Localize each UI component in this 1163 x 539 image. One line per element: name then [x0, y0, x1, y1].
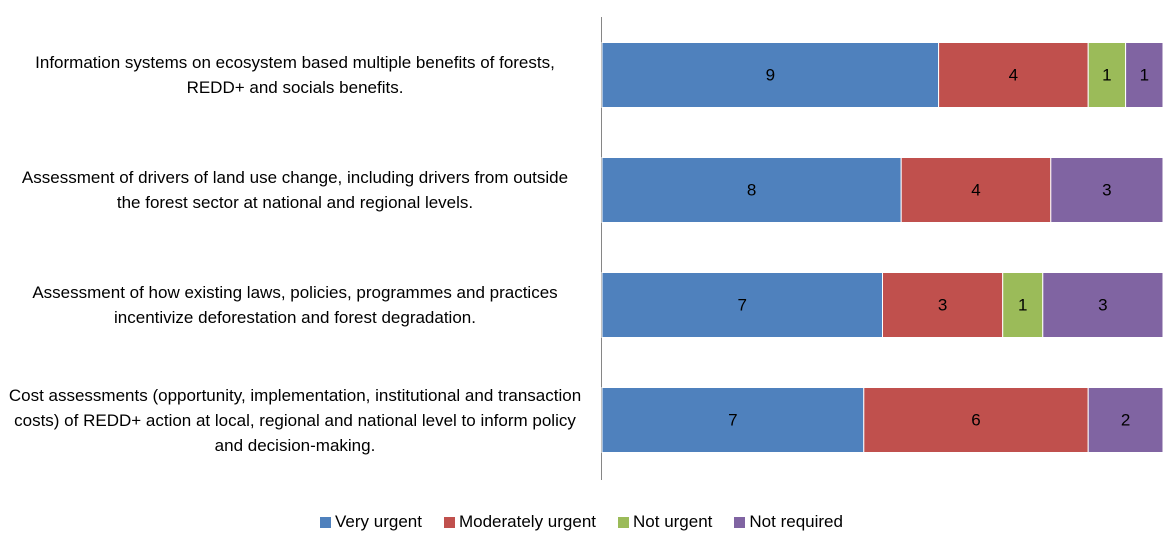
legend: Very urgent Moderately urgent Not urgent No…	[0, 512, 1163, 532]
data-label: 1	[1018, 295, 1027, 314]
data-label: 7	[728, 410, 737, 429]
bar-segment	[938, 42, 1089, 108]
data-label: 6	[971, 410, 980, 429]
legend-item: Not required	[734, 512, 843, 532]
legend-item: Very urgent	[320, 512, 422, 532]
data-label: 1	[1140, 65, 1149, 84]
bar-segment	[1087, 387, 1163, 453]
bar-segment	[601, 157, 902, 223]
legend-item: Not urgent	[618, 512, 712, 532]
bar-segment	[863, 387, 1089, 453]
legend-swatch	[734, 516, 746, 528]
data-label: 3	[1098, 295, 1107, 314]
legend-label: Very urgent	[335, 512, 422, 531]
bar-segment	[1042, 272, 1163, 338]
data-label: 1	[1102, 65, 1111, 84]
category-label: Cost assessments (opportunity, implement…	[8, 385, 582, 455]
bar-segment	[601, 272, 883, 338]
data-label: 4	[1009, 65, 1018, 84]
bar-segment	[1002, 272, 1044, 338]
legend-swatch	[618, 516, 630, 528]
legend-item: Moderately urgent	[443, 512, 597, 532]
bar-segment	[900, 157, 1052, 223]
legend-swatch	[443, 516, 455, 528]
legend-label: Moderately urgent	[458, 512, 597, 531]
category-label: Assessment of drivers of land use change…	[21, 168, 569, 212]
bar-segment	[1125, 42, 1163, 108]
data-label: 4	[971, 180, 980, 199]
legend-swatch	[320, 516, 332, 528]
bar-segment	[882, 272, 1004, 338]
data-label: 7	[738, 295, 747, 314]
category-label: Information systems on ecosystem based m…	[35, 53, 555, 97]
legend-label: Not urgent	[633, 512, 713, 531]
data-label: 3	[1102, 180, 1111, 199]
bar-segment	[1050, 157, 1163, 223]
bar-segment	[601, 42, 940, 108]
data-label: 3	[938, 295, 947, 314]
legend-label: Not required	[749, 512, 843, 531]
category-label: Assessment of how existing laws, policie…	[32, 283, 558, 327]
data-label: 2	[1121, 410, 1130, 429]
data-label: 8	[747, 180, 756, 199]
bar-segment	[601, 387, 865, 453]
data-label: 9	[766, 65, 775, 84]
